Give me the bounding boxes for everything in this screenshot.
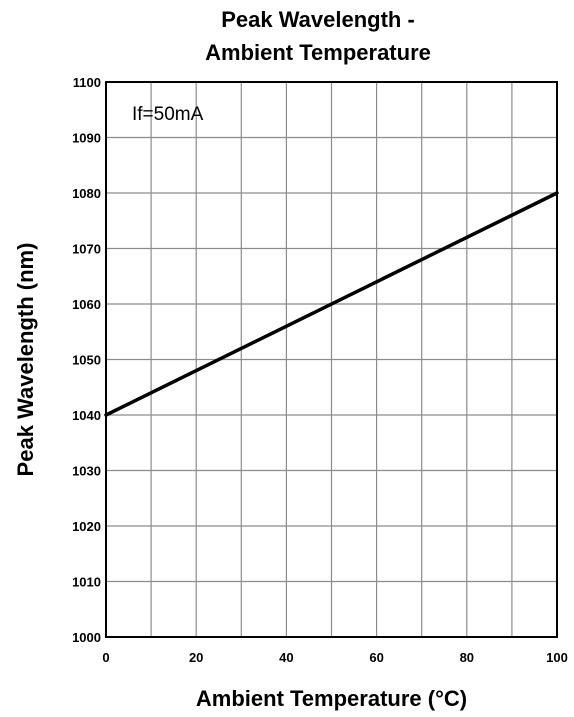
y-tick-label: 1040 [72, 408, 101, 423]
y-tick-label: 1080 [72, 186, 101, 201]
x-tick-labels: 0 20 40 60 80 100 [102, 650, 567, 665]
series-group [104, 191, 559, 417]
x-tick-label: 40 [279, 650, 293, 665]
y-tick-label: 1050 [72, 353, 101, 368]
y-tick-label: 1100 [73, 75, 101, 90]
grid [105, 81, 558, 638]
y-axis-label: Peak Wavelength (nm) [13, 243, 38, 477]
y-tick-label: 1010 [72, 575, 101, 590]
y-tick-label: 1030 [72, 464, 101, 479]
x-tick-label: 20 [189, 650, 203, 665]
chart-title-line-2: Ambient Temperature [205, 40, 431, 65]
y-tick-label: 1000 [72, 630, 101, 645]
y-tick-label: 1070 [72, 242, 101, 257]
plot-frame [105, 81, 558, 638]
x-axis-label: Ambient Temperature (°C) [196, 686, 467, 711]
condition-annotation: If=50mA [132, 104, 204, 125]
x-tick-label: 100 [546, 650, 568, 665]
x-tick-label: 80 [460, 650, 474, 665]
x-tick-label: 0 [102, 650, 109, 665]
series-line [104, 191, 559, 417]
y-tick-label: 1060 [72, 297, 101, 312]
x-tick-label: 60 [369, 650, 383, 665]
chart-title-line-1: Peak Wavelength - [221, 7, 415, 32]
y-tick-label: 1090 [72, 131, 101, 146]
y-tick-labels: 1000 1010 1020 1030 1040 1050 1060 1070 1080 1090… [72, 75, 101, 645]
y-tick-label: 1020 [72, 519, 101, 534]
